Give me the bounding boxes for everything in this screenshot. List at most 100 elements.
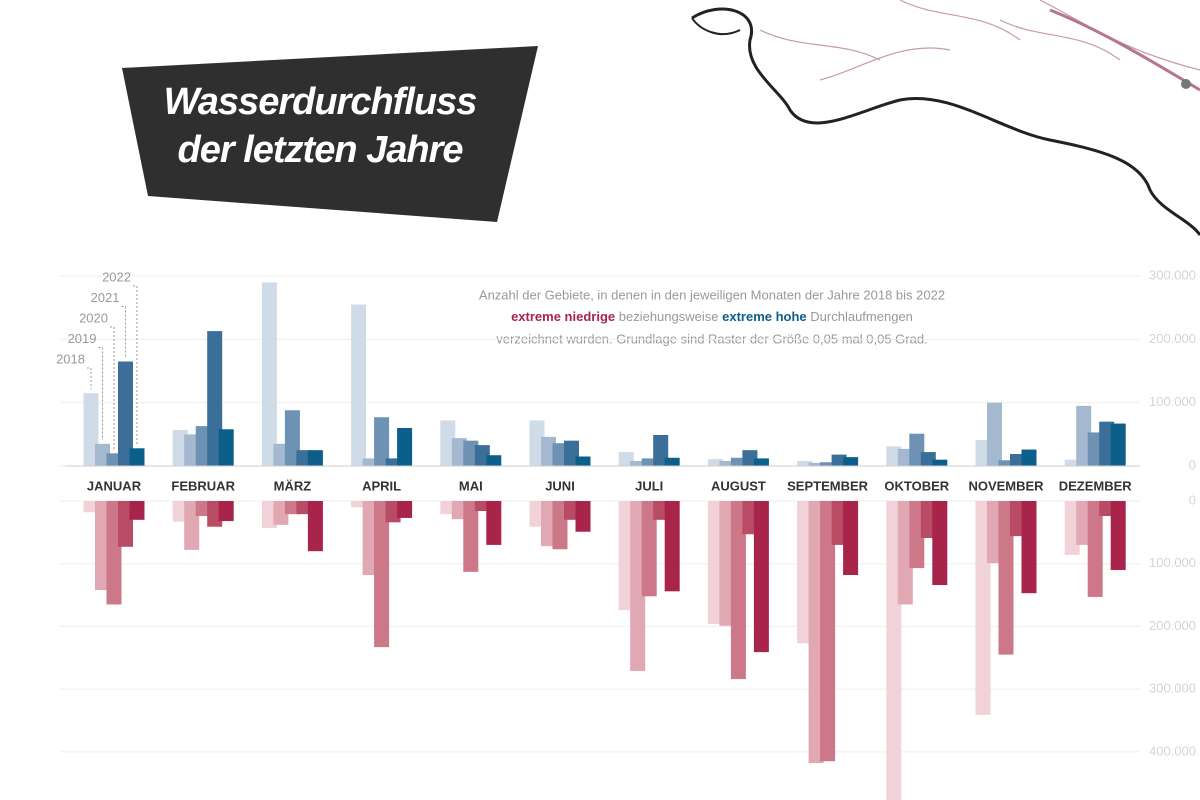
y-tick-label: 100.000 bbox=[1149, 394, 1196, 409]
bar bbox=[975, 440, 991, 466]
bar bbox=[843, 457, 859, 466]
bar bbox=[95, 443, 110, 466]
bar bbox=[296, 450, 312, 466]
bar bbox=[564, 501, 579, 520]
bar bbox=[486, 455, 502, 466]
bar bbox=[474, 445, 490, 466]
bar bbox=[307, 501, 323, 552]
bar bbox=[641, 458, 657, 466]
bar bbox=[351, 501, 367, 508]
bar bbox=[1064, 501, 1080, 555]
x-tick-label: MAI bbox=[459, 478, 483, 493]
bar bbox=[307, 450, 323, 466]
chart-title: Wasserdurchfluss der letzten Jahre bbox=[163, 81, 478, 171]
bar bbox=[897, 448, 913, 466]
bar bbox=[397, 501, 413, 518]
bar bbox=[207, 501, 223, 527]
bar bbox=[932, 501, 948, 586]
bar bbox=[296, 501, 312, 515]
bar bbox=[1110, 501, 1126, 570]
bar bbox=[575, 456, 591, 466]
bar bbox=[184, 434, 200, 466]
bar bbox=[707, 459, 723, 466]
bar bbox=[552, 443, 568, 466]
bar bbox=[1087, 432, 1103, 466]
bar bbox=[129, 448, 145, 466]
x-tick-label: SEPTEMBER bbox=[787, 478, 869, 493]
bar bbox=[975, 501, 991, 715]
bar bbox=[529, 420, 545, 466]
bar bbox=[998, 460, 1014, 466]
bar bbox=[886, 501, 902, 800]
bar bbox=[820, 462, 836, 466]
bar bbox=[1087, 501, 1103, 597]
bar bbox=[897, 501, 913, 605]
bar bbox=[106, 501, 122, 605]
bar bbox=[1110, 423, 1126, 466]
bar bbox=[463, 440, 479, 466]
bar bbox=[831, 501, 847, 545]
x-tick-label: JANUAR bbox=[87, 478, 142, 493]
bar bbox=[172, 429, 188, 466]
bar bbox=[1021, 449, 1037, 466]
bar bbox=[564, 440, 579, 466]
bar bbox=[987, 501, 1002, 564]
bar bbox=[273, 501, 289, 525]
bar bbox=[730, 501, 746, 680]
bar bbox=[909, 501, 925, 569]
bar bbox=[730, 457, 746, 466]
y-tick-label: 0 bbox=[1189, 457, 1196, 472]
bar bbox=[886, 446, 902, 466]
bar bbox=[195, 501, 211, 517]
map-decoration bbox=[691, 0, 1200, 236]
bar bbox=[374, 417, 390, 466]
legend-label: 2022 bbox=[102, 269, 131, 284]
bar bbox=[630, 501, 646, 671]
bar bbox=[1010, 453, 1025, 466]
bar bbox=[820, 501, 836, 762]
bar bbox=[129, 501, 145, 520]
bar bbox=[719, 460, 735, 466]
y-tick-label: 100.000 bbox=[1149, 555, 1196, 570]
annotation: Anzahl der Gebiete, in denen in den jewe… bbox=[479, 287, 945, 302]
bar bbox=[172, 501, 188, 522]
bar bbox=[1064, 459, 1080, 466]
y-tick-label: 300.000 bbox=[1149, 681, 1196, 696]
bar bbox=[1076, 405, 1092, 466]
bar bbox=[385, 501, 401, 523]
bar bbox=[218, 429, 234, 466]
bar bbox=[719, 501, 735, 626]
annotation-low: extreme niedrige bbox=[511, 309, 615, 324]
bar bbox=[541, 501, 556, 547]
bar bbox=[486, 501, 502, 545]
bar bbox=[664, 501, 680, 592]
bar bbox=[987, 402, 1002, 466]
bar bbox=[207, 331, 223, 466]
legend-label: 2018 bbox=[56, 351, 85, 366]
bar bbox=[541, 436, 556, 466]
x-tick-label: FEBRUAR bbox=[171, 478, 235, 493]
bar bbox=[83, 393, 99, 466]
bar bbox=[742, 450, 758, 466]
x-tick-label: NOVEMBER bbox=[968, 478, 1044, 493]
annotation: extreme niedrige beziehungsweise extreme… bbox=[511, 309, 913, 324]
bar bbox=[118, 361, 133, 466]
y-tick-label: 200.000 bbox=[1149, 618, 1196, 633]
x-tick-label: OKTOBER bbox=[884, 478, 949, 493]
bar bbox=[909, 433, 925, 466]
legend-label: 2019 bbox=[68, 331, 97, 346]
y-tick-label: 0 bbox=[1189, 492, 1196, 507]
y-tick-label: 200.000 bbox=[1149, 331, 1196, 346]
bar bbox=[463, 501, 479, 572]
bar bbox=[351, 304, 367, 466]
annotation-high: extreme hohe bbox=[722, 309, 807, 324]
bar bbox=[385, 458, 401, 466]
bar bbox=[440, 501, 456, 515]
y-tick-label: 400.000 bbox=[1149, 743, 1196, 758]
bar bbox=[932, 459, 948, 466]
bar bbox=[374, 501, 390, 648]
bar bbox=[474, 501, 490, 512]
bar bbox=[83, 501, 99, 513]
legend-label: 2020 bbox=[79, 310, 108, 325]
